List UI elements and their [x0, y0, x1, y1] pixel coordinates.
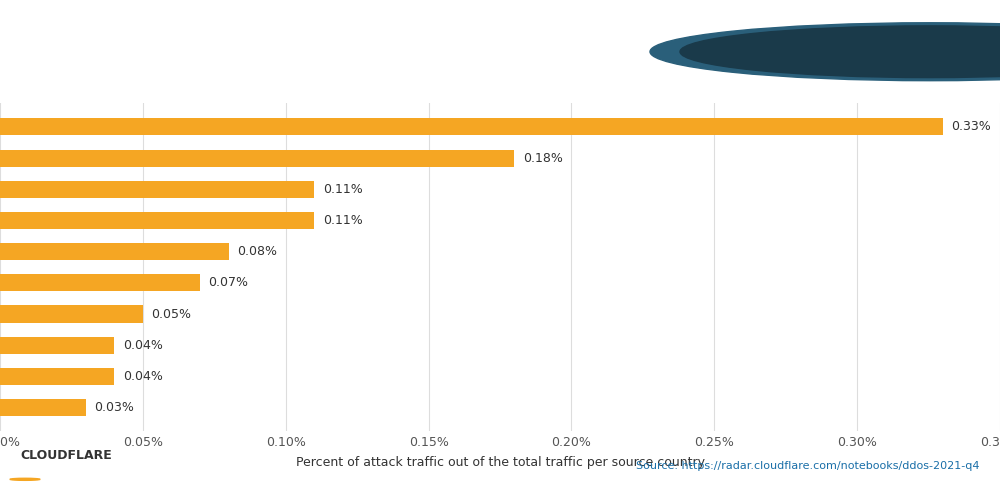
Text: 0.08%: 0.08% — [237, 245, 277, 258]
Circle shape — [650, 23, 1000, 80]
Bar — [0, 399, 86, 416]
Text: 0.04%: 0.04% — [123, 370, 163, 383]
Bar — [0, 118, 943, 136]
Bar — [0, 274, 200, 291]
Text: 0.03%: 0.03% — [94, 401, 134, 414]
Text: Source: https://radar.cloudflare.com/notebooks/ddos-2021-q4: Source: https://radar.cloudflare.com/not… — [637, 460, 980, 470]
Text: 0.07%: 0.07% — [209, 276, 249, 289]
Text: 0.33%: 0.33% — [951, 120, 991, 134]
Text: DDoS activity by source country: DDoS activity by source country — [25, 37, 577, 66]
Circle shape — [10, 478, 40, 480]
Bar — [0, 180, 314, 198]
Text: 0.05%: 0.05% — [151, 308, 191, 320]
Text: 0.11%: 0.11% — [323, 214, 363, 227]
Text: CLOUDFLARE: CLOUDFLARE — [20, 448, 112, 462]
Circle shape — [680, 26, 1000, 78]
Text: 0.18%: 0.18% — [523, 152, 563, 164]
Bar — [0, 243, 229, 260]
Bar — [0, 150, 514, 166]
Bar — [0, 306, 143, 322]
Text: 0.11%: 0.11% — [323, 183, 363, 196]
Bar — [0, 336, 114, 354]
X-axis label: Percent of attack traffic out of the total traffic per source country: Percent of attack traffic out of the tot… — [296, 456, 704, 469]
Bar — [0, 212, 314, 229]
Text: 0.04%: 0.04% — [123, 338, 163, 351]
Bar — [0, 368, 114, 385]
